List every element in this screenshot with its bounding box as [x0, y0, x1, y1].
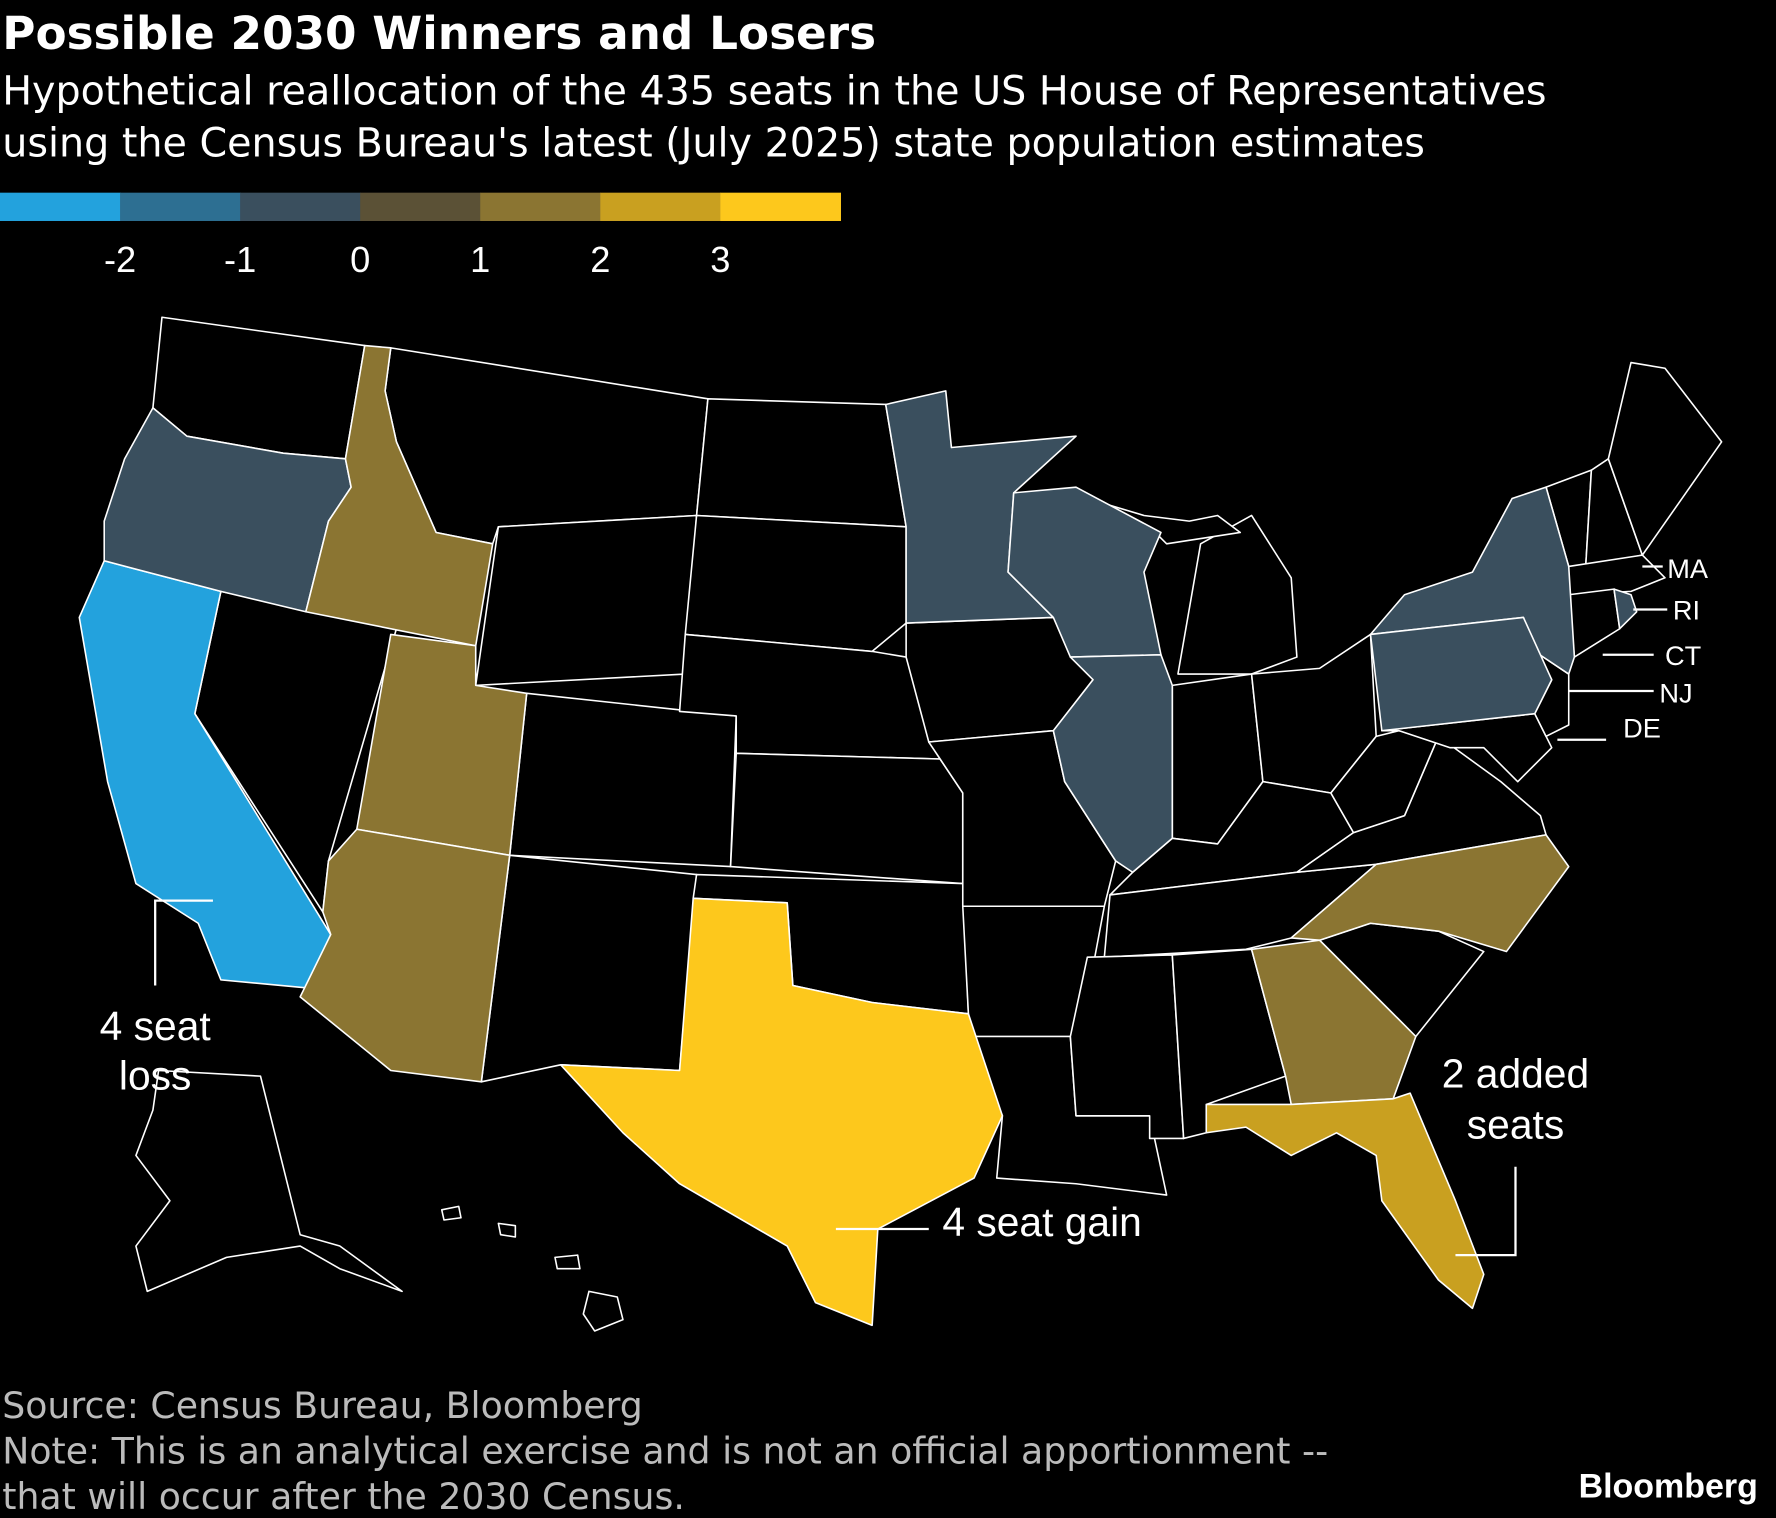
- legend-swatch: [0, 192, 121, 221]
- annotation: 4 seat: [100, 1003, 212, 1049]
- states: [135, 316, 1723, 1332]
- state: [497, 1222, 517, 1238]
- shaded-state: [1290, 834, 1570, 953]
- source: Source: Census Bureau, Bloomberg: [2, 1384, 643, 1427]
- shaded-state: [1369, 616, 1553, 732]
- legend-swatch: [720, 192, 841, 221]
- shaded-state: [559, 897, 1004, 1327]
- subtitle: using the Census Bureau's latest (July 2…: [2, 120, 1425, 166]
- brand: Bloomberg: [1579, 1467, 1758, 1505]
- annotation: loss: [119, 1053, 191, 1099]
- state-label: DE: [1623, 712, 1661, 743]
- legend-swatch: [120, 192, 241, 221]
- shaded-state: [1052, 654, 1174, 874]
- state: [1607, 361, 1723, 556]
- state: [554, 1254, 581, 1270]
- state: [695, 398, 907, 528]
- state: [582, 1290, 624, 1332]
- state: [384, 347, 709, 545]
- legend-swatch: [480, 192, 601, 221]
- state: [1069, 954, 1185, 1140]
- legend-swatch: [240, 192, 361, 221]
- leader-line: [154, 899, 213, 986]
- annotation: 4 seat gain: [942, 1199, 1141, 1245]
- leader-line: [1455, 1166, 1517, 1257]
- legend-swatch: [600, 192, 721, 221]
- shaded-state: [1613, 588, 1638, 630]
- legend-label: -2: [104, 239, 136, 280]
- state-label: CT: [1665, 640, 1701, 671]
- note: that will occur after the 2030 Census.: [2, 1475, 685, 1518]
- subtitle: Hypothetical reallocation of the 435 sea…: [2, 68, 1546, 114]
- shaded-states: [78, 344, 1638, 1327]
- shaded-state: [78, 559, 332, 989]
- legend-swatch: [360, 192, 481, 221]
- legend-label: 2: [590, 239, 610, 280]
- legend: -2 -1 0 1 2 3: [0, 192, 841, 280]
- annotation: seats: [1467, 1101, 1564, 1147]
- state: [729, 752, 964, 885]
- legend-label: 3: [710, 239, 730, 280]
- state: [684, 514, 907, 653]
- leaders: [154, 565, 1668, 1257]
- state: [440, 1205, 462, 1221]
- legend-label: 1: [470, 239, 490, 280]
- state: [474, 514, 698, 687]
- shaded-state: [1205, 1092, 1485, 1310]
- state-label: NJ: [1659, 677, 1692, 708]
- note: Note: This is an analytical exercise and…: [2, 1430, 1328, 1473]
- shaded-state: [305, 344, 494, 647]
- state: [1567, 588, 1621, 658]
- state: [508, 692, 738, 868]
- shaded-state: [299, 828, 511, 1083]
- state-label: RI: [1673, 595, 1700, 626]
- annotation: 2 added: [1442, 1050, 1589, 1096]
- title: Possible 2030 Winners and Losers: [2, 7, 876, 60]
- state: [135, 1069, 403, 1293]
- legend-label: 0: [350, 239, 370, 280]
- legend-label: -1: [224, 239, 256, 280]
- state-label: MA: [1667, 553, 1709, 584]
- state: [480, 854, 698, 1083]
